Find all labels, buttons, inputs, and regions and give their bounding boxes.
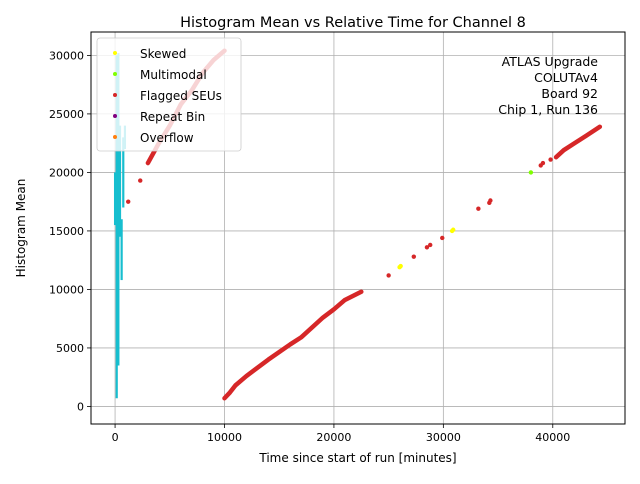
- data-point: [540, 160, 546, 166]
- data-segment: [553, 124, 603, 160]
- data-point: [386, 273, 391, 278]
- data-point: [440, 235, 445, 241]
- data-point: [126, 199, 131, 204]
- y-tick-label: 15000: [49, 225, 84, 238]
- legend-label: Multimodal: [140, 68, 207, 82]
- legend-marker: [113, 114, 117, 118]
- annotation-line: ATLAS Upgrade: [502, 54, 599, 69]
- data-point: [476, 206, 481, 211]
- y-tick-label: 5000: [56, 342, 84, 355]
- chart-title: Histogram Mean vs Relative Time for Chan…: [180, 15, 526, 31]
- data-point: [428, 242, 433, 248]
- data-point: [451, 227, 456, 232]
- data-point: [424, 245, 430, 250]
- legend-label: Overflow: [140, 131, 194, 145]
- x-axis-label: Time since start of run [minutes]: [258, 451, 456, 465]
- legend-label: Flagged SEUs: [140, 89, 222, 103]
- axes-frame: [90, 31, 626, 425]
- data-point: [488, 198, 493, 203]
- y-tick-label: 0: [77, 400, 84, 413]
- x-tick-label: 0: [112, 431, 119, 444]
- y-tick-label: 10000: [49, 283, 84, 296]
- data-point: [398, 263, 403, 269]
- legend-marker: [113, 72, 117, 76]
- data-point: [528, 170, 534, 175]
- y-tick-label: 20000: [49, 166, 84, 179]
- legend-box: [96, 37, 242, 152]
- legend-marker: [113, 135, 117, 139]
- annotation-line: COLUTAv4: [534, 70, 598, 85]
- legend-label: Skewed: [140, 47, 186, 61]
- grid: [91, 32, 625, 424]
- series-skewed: [397, 227, 456, 270]
- data-point: [548, 157, 553, 162]
- data-point: [411, 254, 417, 259]
- x-tick-label: 30000: [426, 431, 461, 444]
- x-tick-label: 40000: [535, 431, 570, 444]
- y-tick-label: 25000: [49, 108, 84, 121]
- annotation-line: Chip 1, Run 136: [498, 102, 598, 117]
- x-tick-label: 10000: [207, 431, 242, 444]
- ticks: 0 10000 20000 30000 40000 0 5000 10000 15000 2000…: [49, 49, 570, 444]
- legend: Skewed Multimodal Flagged SEUs Repeat Bin Ov…: [96, 37, 242, 152]
- y-axis-label: Histogram Mean: [14, 179, 28, 278]
- x-tick-label: 20000: [316, 431, 351, 444]
- legend-label: Repeat Bin: [140, 110, 205, 124]
- legend-marker: [113, 93, 117, 97]
- legend-marker: [113, 51, 117, 55]
- data-segment: [222, 289, 364, 401]
- annotation-line: Board 92: [541, 86, 598, 101]
- data-point: [138, 178, 143, 183]
- series-multimodal: [528, 170, 534, 175]
- y-tick-label: 30000: [49, 49, 84, 62]
